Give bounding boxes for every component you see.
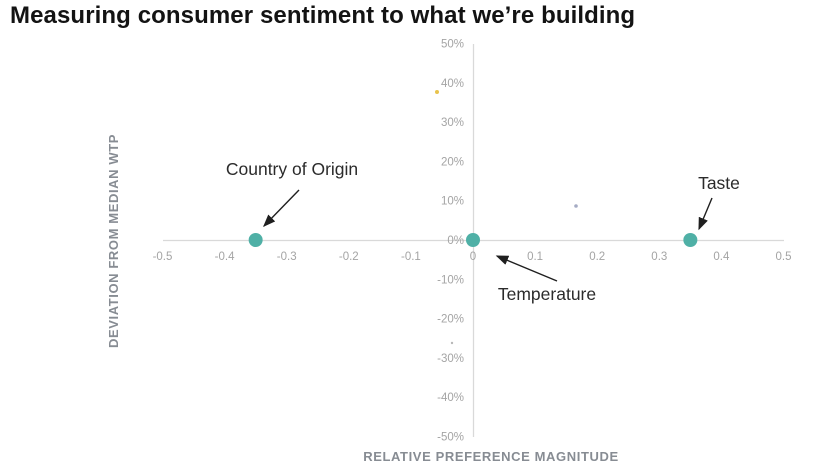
annotation-arrow [698,197,713,231]
noise-speck [435,90,439,94]
x-tick-label: -0.5 [153,251,173,263]
y-tick-label: 0% [447,235,464,247]
annotation-arrow [263,189,300,228]
annotation-label: Temperature [498,284,596,304]
y-tick-label: 50% [441,39,464,51]
y-axis-title: DEVIATION FROM MEDIAN WTP [106,134,121,348]
x-tick-label: -0.4 [215,251,235,263]
y-tick-label: 40% [441,78,464,90]
annotation-arrow [495,255,558,282]
y-tick-label: 10% [441,196,464,208]
x-axis-title: RELATIVE PREFERENCE MAGNITUDE [363,449,619,464]
data-point [466,233,480,247]
x-tick-label: -0.1 [401,251,421,263]
noise-speck [574,204,578,208]
y-tick-label: 20% [441,156,464,168]
noise-speck [450,341,454,345]
y-tick-label: -20% [437,314,464,326]
x-tick-label: 0.4 [713,251,730,263]
y-tick-label: -40% [437,392,464,404]
x-tick-label: -0.3 [277,251,297,263]
annotation-label: Taste [698,173,740,193]
data-point [248,233,263,247]
x-tick-label: 0 [470,251,476,263]
annotation-label: Country of Origin [226,159,358,179]
y-tick-label: -30% [437,353,464,365]
x-tick-label: 0.1 [527,251,543,263]
x-tick-label: -0.2 [339,251,359,263]
y-tick-label: -10% [437,274,464,286]
data-point [683,233,698,247]
x-tick-label: 0.2 [589,251,605,263]
x-tick-label: 0.3 [651,251,667,263]
y-tick-label: -50% [437,432,464,444]
x-tick-label: 0.5 [776,251,792,263]
page-title: Measuring consumer sentiment to what we’… [10,2,636,29]
y-tick-label: 30% [441,117,464,129]
